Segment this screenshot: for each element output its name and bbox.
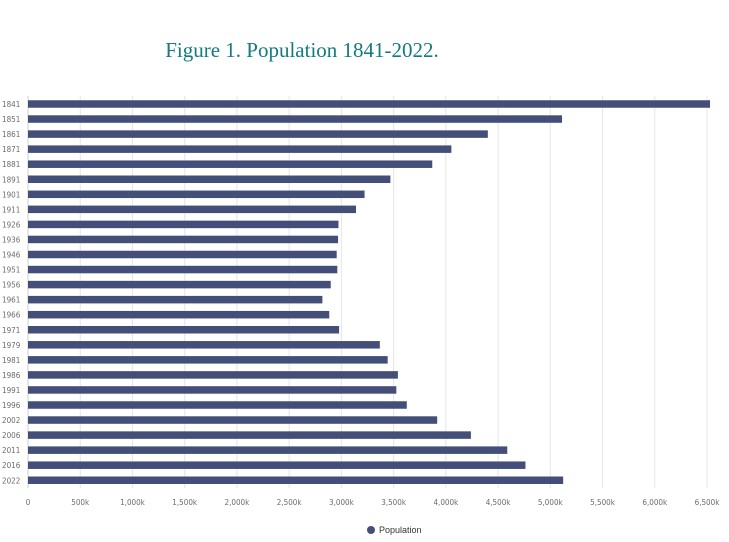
- y-tick-label: 1881: [2, 160, 20, 169]
- bar-1996[interactable]: [28, 401, 407, 409]
- y-tick-label: 1861: [2, 130, 20, 139]
- bar-2011[interactable]: [28, 446, 508, 454]
- y-tick-label: 1951: [2, 266, 20, 275]
- y-tick-label: 1911: [2, 205, 20, 214]
- x-tick-label: 3,000k: [329, 498, 355, 507]
- bar-1901[interactable]: [28, 190, 365, 199]
- x-tick-label: 6,000k: [642, 498, 668, 507]
- bar-1961[interactable]: [28, 295, 323, 304]
- bar-2006[interactable]: [28, 431, 471, 439]
- x-tick-label: 5,000k: [538, 498, 564, 507]
- x-axis-tick-labels: 0 500k 1,000k 1,500k 2,000k 2,500k 3,000k 3,500…: [26, 498, 721, 507]
- bar-1986[interactable]: [28, 371, 398, 379]
- bar-1861[interactable]: [28, 130, 488, 138]
- y-tick-label: 1891: [2, 175, 20, 184]
- x-tick-label: 2,500k: [277, 498, 303, 507]
- bar-1891[interactable]: [28, 175, 391, 184]
- y-tick-label: 2002: [2, 416, 20, 425]
- y-tick-label: 1851: [2, 115, 20, 124]
- x-tick-label: 6,500k: [695, 498, 721, 507]
- y-tick-label: 1946: [2, 251, 21, 260]
- y-tick-label: 2022: [2, 476, 20, 485]
- y-tick-label: 1961: [2, 296, 20, 305]
- bar-1971[interactable]: [28, 326, 340, 334]
- legend-label-population[interactable]: Population: [379, 525, 422, 535]
- legend[interactable]: Population: [367, 525, 422, 535]
- bar-1841[interactable]: [28, 100, 711, 108]
- y-tick-label: 1971: [2, 326, 20, 335]
- legend-marker: [367, 526, 375, 534]
- x-tick-label: 1,000k: [120, 498, 146, 507]
- x-tick-label: 500k: [71, 498, 90, 507]
- bar-1911[interactable]: [28, 205, 357, 214]
- x-tick-label: 1,500k: [172, 498, 198, 507]
- bar-1979[interactable]: [28, 341, 380, 349]
- y-tick-label: 2016: [2, 461, 21, 470]
- x-tick-label: 4,500k: [486, 498, 512, 507]
- bar-1881[interactable]: [28, 160, 433, 168]
- y-tick-label: 1986: [2, 371, 21, 380]
- y-axis-tick-labels: 1841 1851 1861 1871 1881 1891 1901 1911 1926 1936…: [2, 100, 21, 485]
- y-tick-label: 1979: [2, 341, 21, 350]
- y-tick-label: 2011: [2, 446, 20, 455]
- bar-1946[interactable]: [28, 250, 337, 259]
- bars: [28, 100, 711, 485]
- y-tick-label: 1841: [2, 100, 20, 109]
- y-tick-label: 1996: [2, 401, 21, 410]
- x-tick-label: 0: [26, 498, 31, 507]
- bar-1936[interactable]: [28, 235, 339, 244]
- x-tick-label: 2,000k: [225, 498, 251, 507]
- y-tick-label: 1871: [2, 145, 20, 154]
- bar-1871[interactable]: [28, 145, 452, 153]
- y-tick-label: 1991: [2, 386, 20, 395]
- chart-title: Figure 1. Population 1841-2022.: [165, 38, 439, 62]
- y-tick-label: 1926: [2, 220, 21, 229]
- bar-1981[interactable]: [28, 356, 388, 364]
- bar-2016[interactable]: [28, 461, 526, 469]
- x-tick-label: 5,500k: [590, 498, 616, 507]
- bar-1926[interactable]: [28, 220, 339, 229]
- y-tick-label: 1936: [2, 235, 21, 244]
- bar-1966[interactable]: [28, 310, 330, 319]
- x-tick-label: 3,500k: [381, 498, 407, 507]
- bar-1956[interactable]: [28, 280, 331, 289]
- grid-lines: [27, 96, 708, 488]
- y-tick-label: 1901: [2, 190, 20, 199]
- x-tick-label: 4,000k: [433, 498, 459, 507]
- bar-2022[interactable]: [28, 476, 564, 485]
- bar-2002[interactable]: [28, 416, 438, 424]
- y-tick-label: 1956: [2, 281, 21, 290]
- bar-1951[interactable]: [28, 265, 338, 274]
- y-tick-label: 1966: [2, 311, 21, 320]
- bar-1991[interactable]: [28, 386, 397, 394]
- y-tick-label: 1981: [2, 356, 20, 365]
- y-tick-label: 2006: [2, 431, 21, 440]
- bar-1851[interactable]: [28, 115, 563, 123]
